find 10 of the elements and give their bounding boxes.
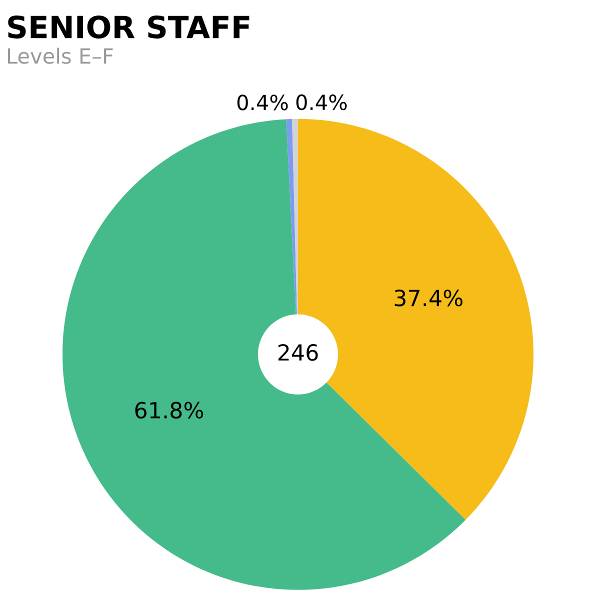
data-label: 0.4% xyxy=(237,94,288,110)
donut-slice xyxy=(292,118,298,314)
donut-slice xyxy=(286,118,297,314)
donut-slice xyxy=(62,119,466,590)
chart-subtitle: Levels E–F xyxy=(8,48,113,64)
data-label: 0.4% xyxy=(296,94,347,110)
data-label: 61.8% xyxy=(135,402,204,419)
data-label: 37.4% xyxy=(394,290,462,306)
text: 246 xyxy=(278,344,318,361)
chart-title: SENIOR STAFF xyxy=(8,15,250,39)
